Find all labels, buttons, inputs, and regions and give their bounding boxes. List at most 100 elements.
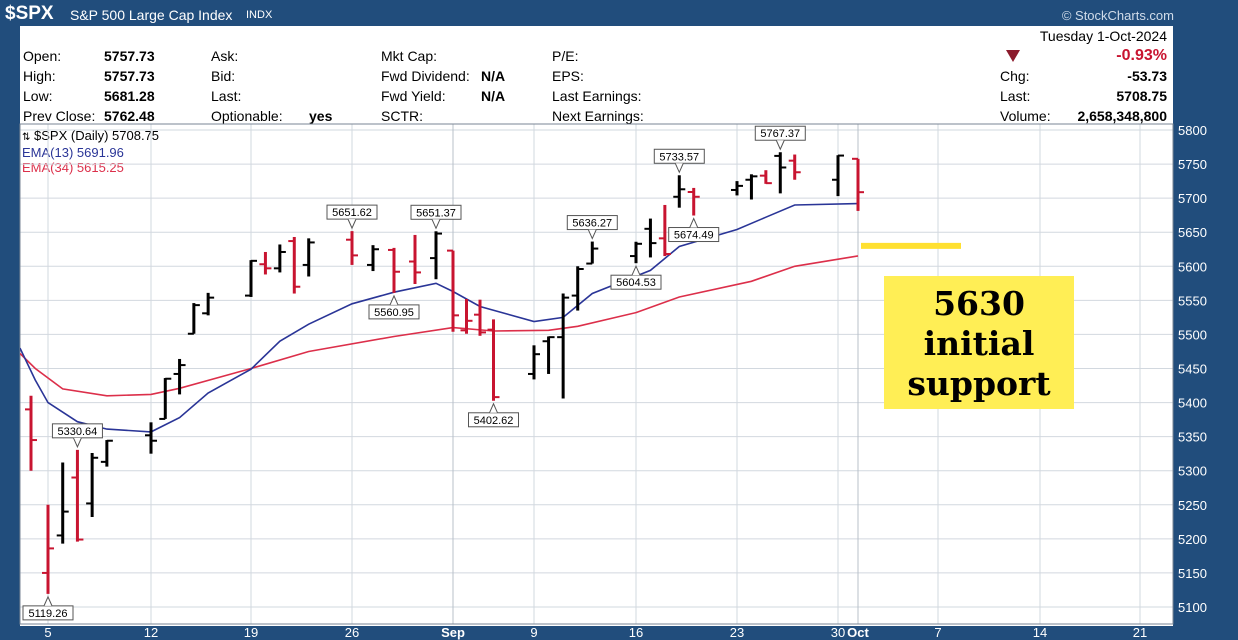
ohlc-bar xyxy=(542,336,555,374)
low-value: 5681.28 xyxy=(104,88,155,104)
callout-text: 5636.27 xyxy=(572,218,612,230)
plot-border xyxy=(19,123,1174,625)
ohlc-bar xyxy=(852,157,864,211)
ohlc-bar xyxy=(630,241,642,264)
annotation-line-2: initial xyxy=(923,324,1035,363)
ohlc-bar xyxy=(460,298,473,334)
eps-label: EPS: xyxy=(552,68,584,84)
price-tick-label: 5550 xyxy=(1178,293,1207,308)
ohlc-bar xyxy=(430,231,442,280)
ohlc-bar xyxy=(42,504,54,594)
ohlc-bar xyxy=(187,303,200,335)
callout-text: 5560.95 xyxy=(374,307,414,319)
callout-text: 5651.62 xyxy=(332,207,372,219)
legend-main-text: $SPX (Daily) 5708.75 xyxy=(34,128,160,143)
sctr-label: SCTR: xyxy=(381,108,423,124)
last-price-value: 5708.75 xyxy=(1116,88,1167,104)
ohlc-bar xyxy=(745,174,758,200)
price-tick-label: 5400 xyxy=(1178,396,1207,411)
date-tick-label: 7 xyxy=(934,625,941,640)
optionable-value: yes xyxy=(309,108,333,124)
prev-close-value: 5762.48 xyxy=(104,108,155,124)
ask-label: Ask: xyxy=(211,48,239,64)
ema34-line xyxy=(20,255,859,397)
change-percent: -0.93% xyxy=(1116,47,1167,64)
support-annotation-text: 5630 initial support xyxy=(884,284,1074,404)
date-tick-label: 12 xyxy=(144,625,158,640)
ohlc-bar xyxy=(25,395,37,471)
ohlc-bar xyxy=(346,231,358,265)
price-tick-label: 5300 xyxy=(1178,464,1207,479)
price-callout: 5651.62 xyxy=(326,204,378,230)
quote-info: Open: 5757.73 High: 5757.73 Low: 5681.28… xyxy=(20,26,1173,126)
ohlc-bar xyxy=(474,299,486,336)
legend-ema13: EMA(13) 5691.96 xyxy=(22,145,124,160)
low-label: Low: xyxy=(23,88,53,104)
chg-value: -53.73 xyxy=(1127,68,1167,84)
ohlc-bar xyxy=(557,293,570,399)
last-earnings-label: Last Earnings: xyxy=(552,88,642,104)
prev-close-label: Prev Close: xyxy=(23,108,96,124)
fwd-dividend-label: Fwd Dividend: xyxy=(381,68,470,84)
price-tick-label: 5700 xyxy=(1178,191,1207,206)
fwd-yield-value: N/A xyxy=(481,88,506,104)
ohlc-bar xyxy=(447,249,459,332)
ohlc-bar xyxy=(788,154,801,180)
price-tick-label: 5200 xyxy=(1178,532,1207,547)
ohlc-bar xyxy=(100,439,113,467)
high-label: High: xyxy=(23,68,56,84)
price-callout: 5119.26 xyxy=(22,595,74,621)
ohlc-bar xyxy=(586,241,599,265)
ohlc-bar xyxy=(774,152,787,194)
callout-text: 5119.26 xyxy=(29,608,68,620)
ohlc-bar xyxy=(173,358,186,395)
ohlc-bar xyxy=(302,238,315,277)
ohlc-bar xyxy=(273,244,286,273)
ohlc-bar xyxy=(388,247,400,293)
price-callout: 5767.37 xyxy=(754,125,806,151)
ticker-symbol: $SPX xyxy=(5,3,54,24)
open-value: 5757.73 xyxy=(104,48,155,64)
date-tick-label: 9 xyxy=(530,625,537,640)
date-tick-label: 21 xyxy=(1133,625,1147,640)
fwd-dividend-value: N/A xyxy=(481,68,506,84)
price-tick-label: 5500 xyxy=(1178,327,1207,342)
ohlc-bar xyxy=(56,462,69,544)
price-callout: 5560.95 xyxy=(368,294,420,320)
brand-watermark[interactable]: © StockCharts.com xyxy=(1061,8,1174,23)
chg-label: Chg: xyxy=(1000,68,1030,84)
price-callout: 5674.49 xyxy=(668,217,720,243)
callout-text: 5402.62 xyxy=(474,415,514,427)
callout-text: 5767.37 xyxy=(760,128,800,140)
date-tick-label: 16 xyxy=(629,625,643,640)
ohlc-bar xyxy=(86,452,99,518)
callout-text: 5330.64 xyxy=(58,426,98,438)
ohlc-bar xyxy=(409,234,421,285)
quote-date: Tuesday 1-Oct-2024 xyxy=(1039,28,1167,44)
ohlc-bar xyxy=(658,204,671,257)
ema13-line xyxy=(20,202,859,433)
pe-label: P/E: xyxy=(552,48,579,64)
ohlc-bar xyxy=(528,345,540,380)
price-tick-label: 5800 xyxy=(1178,123,1207,138)
price-callout: 5636.27 xyxy=(566,215,618,240)
date-tick-label: 26 xyxy=(345,625,359,640)
callout-text: 5604.53 xyxy=(616,277,656,289)
date-tick-label: Sep xyxy=(441,625,465,640)
ohlc-bar xyxy=(687,187,700,216)
chart-header: $SPX S&P 500 Large Cap Index INDX © Stoc… xyxy=(0,0,1238,28)
ohlc-bar xyxy=(673,175,686,208)
date-tick-label: 30 xyxy=(831,625,845,640)
last-label: Last: xyxy=(211,88,242,104)
price-tick-label: 5650 xyxy=(1178,225,1207,240)
price-tick-label: 5100 xyxy=(1178,600,1207,615)
ohlc-bar xyxy=(644,218,657,258)
annotation-line-1: 5630 xyxy=(933,284,1025,323)
callout-text: 5651.37 xyxy=(416,207,456,219)
legend-main: ⇅ $SPX (Daily) 5708.75 xyxy=(22,128,160,143)
chart-legend: ⇅ $SPX (Daily) 5708.75 EMA(13) 5691.96 E… xyxy=(22,128,159,175)
price-tick-label: 5150 xyxy=(1178,566,1207,581)
ohlc-bar xyxy=(731,181,743,196)
next-earnings-label: Next Earnings: xyxy=(552,108,644,124)
